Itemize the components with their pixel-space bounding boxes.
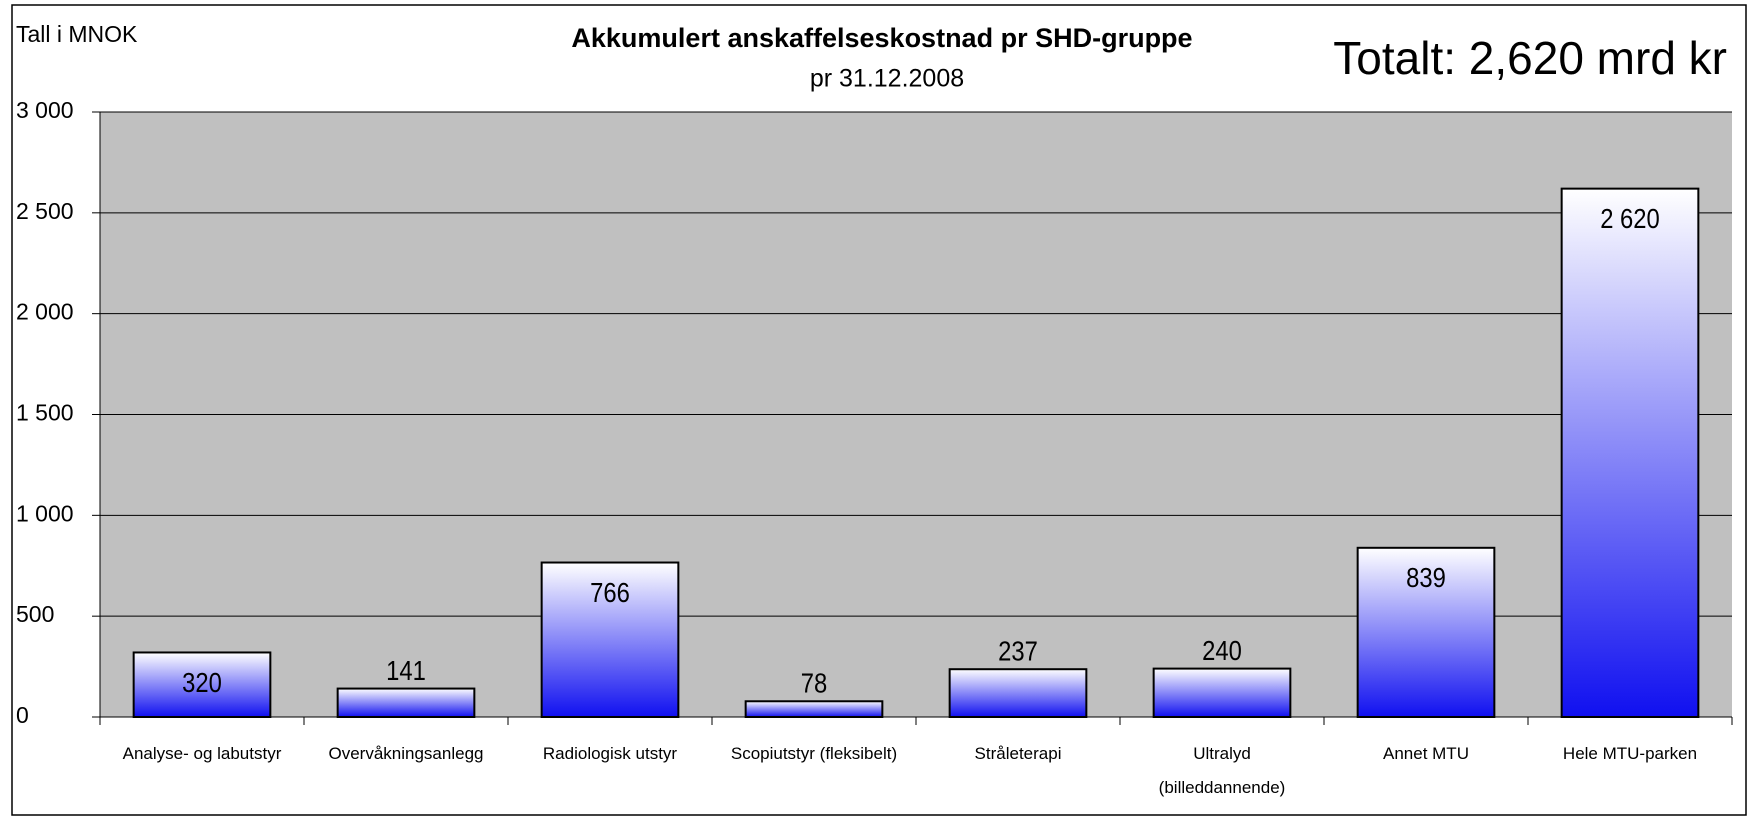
data-label: 2 620 (1600, 202, 1660, 234)
y-tick-label: 2 500 (16, 198, 74, 224)
data-label: 320 (182, 666, 222, 698)
y-tick-label: 0 (16, 702, 29, 728)
y-tick-label: 1 000 (16, 500, 74, 526)
chart-title: Akkumulert anskaffelseskostnad pr SHD-gr… (571, 23, 1192, 53)
data-label: 240 (1202, 634, 1242, 666)
x-tick-label: Radiologisk utstyr (542, 744, 678, 763)
bar (744, 700, 884, 719)
data-label: 141 (386, 654, 426, 686)
total-annotation: Totalt: 2,620 mrd kr (1333, 32, 1727, 84)
data-label: 237 (998, 635, 1038, 667)
bar (540, 561, 680, 718)
bar (1356, 546, 1496, 719)
bar (132, 651, 272, 719)
x-tick-label: Overvåkningsanlegg (328, 744, 484, 763)
y-tick-label: 3 000 (16, 97, 74, 123)
x-tick-label: Stråleterapi (974, 744, 1062, 763)
x-tick-label: Scopiutstyr (fleksibelt) (730, 744, 898, 763)
frame (11, 4, 1747, 816)
x-tick-label: Hele MTU-parken (1562, 744, 1698, 763)
bar (336, 687, 476, 719)
chart-subtitle: pr 31.12.2008 (810, 65, 964, 93)
unit-label: Tall i MNOK (16, 21, 138, 47)
bar (948, 668, 1088, 719)
data-label: 839 (1406, 561, 1446, 593)
x-tick-label: Ultralyd (billeddannende) (1158, 744, 1286, 797)
y-tick-label: 2 000 (16, 299, 74, 325)
bar (1152, 667, 1292, 718)
bar (1560, 187, 1700, 718)
x-tick-label: Analyse- og labutstyr (122, 744, 282, 763)
data-label: 766 (590, 576, 630, 608)
y-tick-label: 1 500 (16, 400, 74, 426)
y-tick-label: 500 (16, 601, 54, 627)
data-label: 78 (801, 667, 827, 699)
x-tick-label: Annet MTU (1383, 744, 1469, 763)
